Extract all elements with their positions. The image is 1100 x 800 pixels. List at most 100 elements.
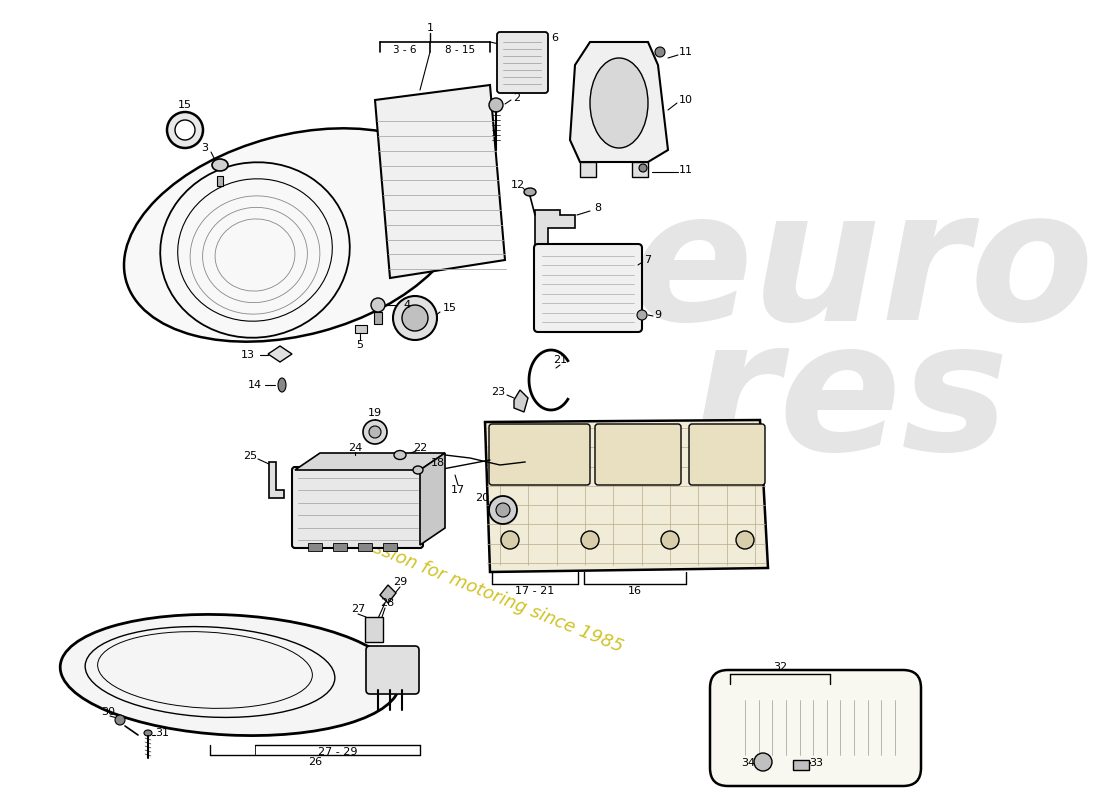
Bar	[632, 162, 648, 177]
PathPatch shape	[485, 420, 768, 572]
Circle shape	[661, 531, 679, 549]
Bar	[383, 543, 397, 551]
Ellipse shape	[124, 128, 466, 342]
Ellipse shape	[590, 58, 648, 148]
PathPatch shape	[420, 453, 446, 545]
FancyBboxPatch shape	[710, 670, 921, 786]
PathPatch shape	[268, 346, 292, 362]
Text: 31: 31	[155, 728, 169, 738]
Bar	[358, 543, 372, 551]
Text: 1: 1	[427, 23, 433, 33]
Text: 13: 13	[241, 350, 255, 360]
Text: 4: 4	[404, 300, 410, 310]
Text: 3: 3	[201, 143, 209, 153]
Text: 8: 8	[594, 203, 602, 213]
Circle shape	[175, 120, 195, 140]
FancyBboxPatch shape	[534, 244, 642, 332]
Ellipse shape	[278, 378, 286, 392]
Text: 7: 7	[645, 255, 651, 265]
PathPatch shape	[535, 210, 575, 245]
FancyBboxPatch shape	[595, 424, 681, 485]
Ellipse shape	[144, 730, 152, 736]
Text: 11: 11	[679, 165, 693, 175]
Text: 23: 23	[491, 387, 505, 397]
Circle shape	[637, 310, 647, 320]
Text: 11: 11	[679, 47, 693, 57]
Bar	[308, 543, 322, 551]
Circle shape	[639, 164, 647, 172]
Text: 24: 24	[348, 443, 362, 453]
Circle shape	[490, 496, 517, 524]
Text: 3 - 6: 3 - 6	[394, 45, 417, 55]
Text: 27: 27	[351, 604, 365, 614]
Text: 28: 28	[379, 598, 394, 608]
Circle shape	[490, 98, 503, 112]
Text: euro: euro	[630, 182, 1093, 358]
PathPatch shape	[514, 390, 528, 412]
Text: 27 - 29: 27 - 29	[318, 747, 358, 757]
Bar	[580, 162, 596, 177]
Text: 5: 5	[356, 340, 363, 350]
PathPatch shape	[270, 462, 284, 498]
Circle shape	[496, 503, 510, 517]
Text: 12: 12	[510, 180, 525, 190]
Text: 20: 20	[475, 493, 490, 503]
Bar	[793, 760, 808, 770]
Text: a passion for motoring since 1985: a passion for motoring since 1985	[334, 524, 626, 656]
FancyBboxPatch shape	[292, 467, 424, 548]
Text: 2: 2	[514, 93, 520, 103]
Text: 9: 9	[654, 310, 661, 320]
Text: 15: 15	[443, 303, 456, 313]
Text: 17 - 21: 17 - 21	[516, 586, 554, 596]
Text: 19: 19	[367, 408, 382, 418]
Circle shape	[167, 112, 204, 148]
Circle shape	[736, 531, 754, 549]
Text: 18: 18	[431, 458, 446, 468]
Text: 26: 26	[308, 757, 322, 767]
Circle shape	[116, 715, 125, 725]
Text: 25: 25	[243, 451, 257, 461]
Bar	[217, 176, 223, 186]
Ellipse shape	[212, 159, 228, 171]
Text: 22: 22	[412, 443, 427, 453]
Circle shape	[368, 426, 381, 438]
Text: res: res	[690, 312, 1009, 488]
FancyBboxPatch shape	[689, 424, 764, 485]
Bar	[355, 325, 367, 333]
Circle shape	[363, 420, 387, 444]
Ellipse shape	[524, 188, 536, 196]
Bar	[365, 617, 383, 642]
Text: 32: 32	[773, 662, 788, 672]
Circle shape	[754, 753, 772, 771]
FancyBboxPatch shape	[497, 32, 548, 93]
Text: 30: 30	[101, 707, 116, 717]
FancyBboxPatch shape	[366, 646, 419, 694]
Text: 14: 14	[248, 380, 262, 390]
Circle shape	[654, 47, 666, 57]
Circle shape	[402, 305, 428, 331]
Ellipse shape	[412, 466, 424, 474]
Text: 21: 21	[553, 355, 568, 365]
Text: 33: 33	[808, 758, 823, 768]
Text: 8 - 15: 8 - 15	[444, 45, 475, 55]
FancyBboxPatch shape	[490, 424, 590, 485]
Circle shape	[500, 531, 519, 549]
PathPatch shape	[379, 585, 396, 603]
Circle shape	[393, 296, 437, 340]
Text: 34: 34	[741, 758, 755, 768]
Text: 16: 16	[628, 586, 642, 596]
PathPatch shape	[375, 85, 505, 278]
Text: 17: 17	[451, 485, 465, 495]
Circle shape	[371, 298, 385, 312]
Text: 29: 29	[393, 577, 407, 587]
Text: 6: 6	[551, 33, 559, 43]
Text: 15: 15	[178, 100, 192, 110]
Text: 10: 10	[679, 95, 693, 105]
PathPatch shape	[570, 42, 668, 162]
Bar	[333, 543, 346, 551]
Bar	[374, 312, 382, 324]
Ellipse shape	[60, 614, 399, 735]
Ellipse shape	[394, 450, 406, 459]
Circle shape	[581, 531, 600, 549]
PathPatch shape	[295, 453, 446, 470]
